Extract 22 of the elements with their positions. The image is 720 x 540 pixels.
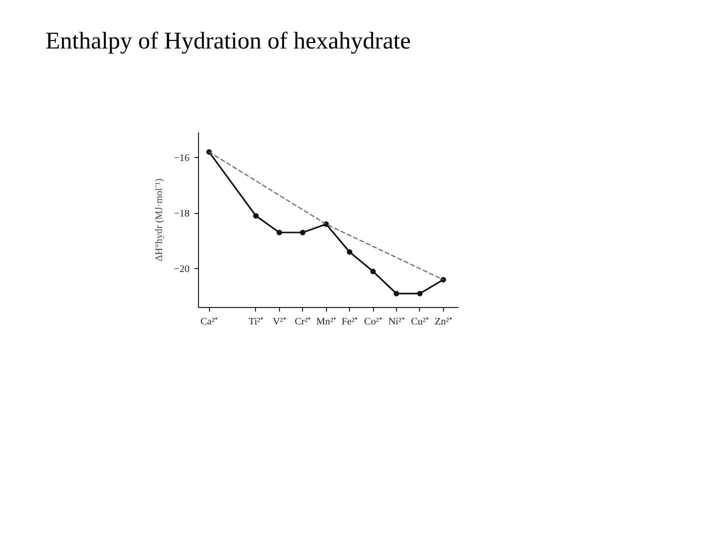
y-axis-title: ΔH°hydr (MJ·mol⁻¹) xyxy=(154,178,165,262)
y-tick-label: −20 xyxy=(174,264,190,276)
point xyxy=(253,213,259,219)
point xyxy=(370,268,376,274)
x-tick-label: Ni²⁺ xyxy=(388,316,406,328)
point xyxy=(417,290,423,296)
x-tick-label: Zn²⁺ xyxy=(434,316,453,328)
point xyxy=(346,249,352,255)
x-tick-label: Fe²⁺ xyxy=(342,316,359,328)
x-tick-label: Ti²⁺ xyxy=(248,316,264,328)
x-tick-label: Co²⁺ xyxy=(364,316,383,328)
chart-title: Enthalpy of Hydration of hexahydrate xyxy=(46,28,411,54)
y-tick-label: −18 xyxy=(174,208,190,220)
y-tick-label: −16 xyxy=(174,153,190,164)
x-tick-label: V²⁺ xyxy=(272,316,287,328)
point xyxy=(300,230,306,236)
x-tick-label: Cr²⁺ xyxy=(294,316,312,328)
x-tick-label: Mn²⁺ xyxy=(316,316,338,328)
point xyxy=(276,230,282,236)
x-tick-label: Cu²⁺ xyxy=(411,316,430,328)
x-tick-label: Ca²⁺ xyxy=(200,316,219,328)
point xyxy=(394,290,400,296)
